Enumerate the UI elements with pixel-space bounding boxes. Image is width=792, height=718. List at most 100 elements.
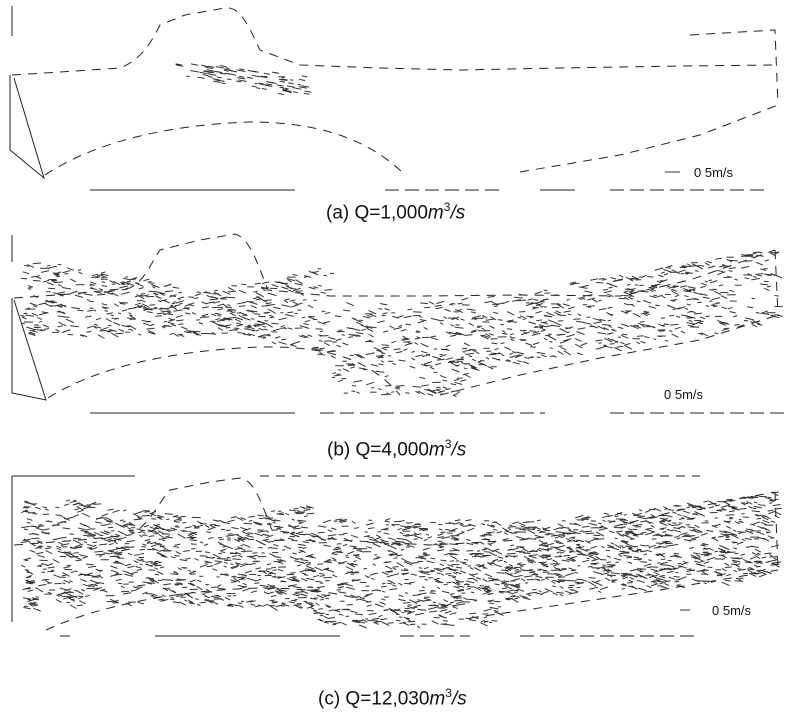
velocity-vector <box>269 81 277 84</box>
velocity-vector <box>310 607 315 610</box>
velocity-vector <box>258 315 266 318</box>
velocity-vector <box>520 525 529 529</box>
velocity-vector <box>454 326 464 329</box>
velocity-vector <box>152 286 156 289</box>
velocity-vector <box>230 604 234 608</box>
velocity-vector <box>327 534 337 537</box>
velocity-vector <box>615 530 624 533</box>
velocity-vector <box>544 577 549 580</box>
velocity-vector <box>635 573 643 578</box>
velocity-vector <box>384 375 389 378</box>
velocity-vector <box>605 549 611 552</box>
velocity-vector <box>261 281 270 284</box>
velocity-vector <box>535 310 543 314</box>
velocity-vector <box>149 512 157 517</box>
velocity-vector <box>498 352 505 357</box>
velocity-vector <box>162 587 169 592</box>
velocity-vector <box>662 531 667 533</box>
velocity-vector <box>627 288 635 292</box>
velocity-vector <box>307 334 313 337</box>
velocity-vector <box>474 317 480 321</box>
velocity-vector <box>396 562 404 568</box>
velocity-vector <box>730 557 739 560</box>
velocity-vector <box>729 510 735 513</box>
velocity-vector <box>196 585 203 591</box>
velocity-vector <box>753 564 759 568</box>
velocity-vector <box>267 523 272 525</box>
velocity-vector <box>629 568 639 572</box>
velocity-vector <box>125 276 129 278</box>
velocity-vector <box>519 528 527 531</box>
velocity-vector <box>213 80 221 83</box>
velocity-vector <box>356 549 365 553</box>
velocity-vector <box>398 520 405 523</box>
velocity-vector <box>561 559 570 562</box>
velocity-vector <box>182 521 187 524</box>
velocity-vector <box>700 332 708 337</box>
velocity-vector <box>738 557 744 560</box>
velocity-vector <box>621 323 630 328</box>
velocity-vector <box>650 285 658 289</box>
velocity-vector <box>177 519 182 521</box>
velocity-vector <box>688 316 696 319</box>
velocity-vector <box>270 595 277 598</box>
velocity-vector <box>254 82 258 85</box>
velocity-vector <box>535 303 543 307</box>
velocity-vector <box>270 605 278 611</box>
velocity-vector <box>76 509 84 513</box>
velocity-vector <box>229 70 238 73</box>
velocity-vector <box>731 541 738 544</box>
velocity-vector <box>455 364 460 367</box>
velocity-vector <box>437 533 444 536</box>
velocity-vector <box>409 623 416 626</box>
velocity-vector <box>330 536 336 540</box>
velocity-vector <box>658 323 665 328</box>
velocity-vector <box>324 621 329 624</box>
velocity-vector <box>636 579 645 583</box>
velocity-vector <box>622 583 627 586</box>
velocity-vector <box>298 531 304 534</box>
velocity-vector <box>89 501 97 506</box>
velocity-vector <box>76 589 84 595</box>
velocity-vector <box>522 597 531 601</box>
velocity-vector <box>383 543 391 547</box>
velocity-vector <box>719 321 728 324</box>
velocity-vector <box>342 342 349 346</box>
velocity-vector <box>136 568 143 571</box>
velocity-vector <box>95 276 101 279</box>
velocity-vector <box>271 322 279 325</box>
velocity-vector <box>469 612 477 615</box>
velocity-vector <box>163 583 171 586</box>
velocity-vector <box>62 287 72 290</box>
velocity-vector <box>363 567 368 570</box>
velocity-vector <box>718 547 726 552</box>
velocity-vector <box>538 539 543 543</box>
velocity-vector <box>323 544 331 547</box>
velocity-vector <box>122 281 131 285</box>
velocity-vector <box>412 314 421 317</box>
panel-a-lower-right-boundary <box>519 104 779 173</box>
velocity-vector <box>555 573 560 576</box>
velocity-vector <box>585 532 595 535</box>
velocity-vector <box>42 324 50 328</box>
velocity-vector <box>543 529 551 532</box>
velocity-vector <box>289 299 296 302</box>
velocity-vector <box>753 501 758 504</box>
velocity-vector <box>767 509 774 512</box>
velocity-vector <box>109 598 119 604</box>
velocity-vector <box>540 563 549 568</box>
velocity-vector <box>452 394 457 398</box>
velocity-vector <box>325 597 330 600</box>
velocity-vector <box>543 306 547 308</box>
velocity-vector <box>636 300 641 303</box>
velocity-vector <box>52 559 60 564</box>
panel-a-inner-boundary <box>44 121 406 176</box>
velocity-vector <box>721 507 727 511</box>
velocity-vector <box>379 601 387 606</box>
velocity-vector <box>190 70 200 73</box>
velocity-vector <box>198 322 203 325</box>
velocity-vector <box>440 559 447 562</box>
velocity-vector <box>720 295 728 300</box>
velocity-vector <box>298 521 302 523</box>
velocity-vector <box>400 525 407 528</box>
